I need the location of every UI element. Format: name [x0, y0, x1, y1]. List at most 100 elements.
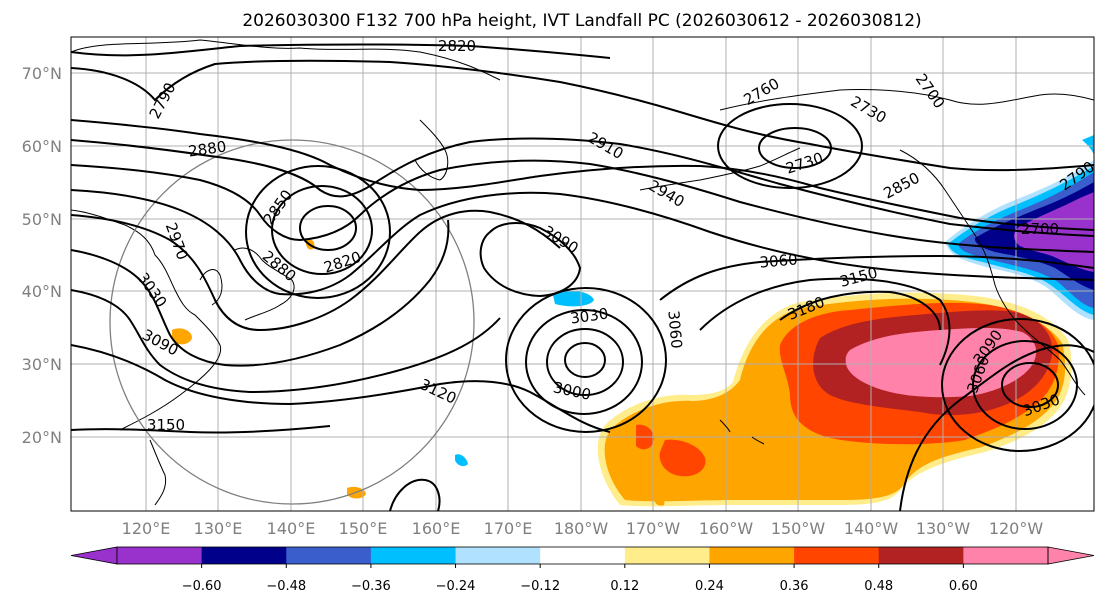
height-contours: [71, 43, 1094, 511]
lat-label: 20°N: [22, 428, 62, 447]
contour-closed-low: [525, 309, 643, 415]
contour-closed-low: [564, 342, 606, 378]
contour-line: [479, 222, 582, 298]
contour-line: [71, 425, 331, 434]
ivt-fill-small-1: [172, 328, 192, 345]
coast-aleutians: [639, 147, 801, 191]
contour-line: [699, 277, 951, 366]
colorbar-segment: [455, 547, 541, 564]
contour-closed-low: [245, 165, 391, 299]
ivt-fill-blue-small-1: [553, 290, 594, 307]
colorbar-tick-label: −0.60: [182, 579, 222, 594]
lon-label: 140°W: [844, 519, 899, 538]
colorbar-tick-label: 0.48: [864, 579, 893, 594]
contour-label: 2820: [438, 37, 476, 55]
coast-north-america: [899, 149, 1086, 396]
chart-title: 2026030300 F132 700 hPa height, IVT Land…: [242, 11, 921, 31]
lon-label: 160°E: [412, 519, 461, 538]
colorbar-tick-label: −0.24: [436, 579, 476, 594]
lon-label: 160°W: [699, 519, 754, 538]
coast-hawaii: [719, 419, 765, 445]
contour-line: [71, 289, 501, 394]
lat-label: 70°N: [22, 64, 62, 83]
contour-closed-low: [505, 287, 667, 433]
coast-kamchatka: [414, 119, 449, 181]
contour-line: [71, 43, 611, 59]
contour-label: 2880: [187, 137, 227, 160]
contour-closed-low: [546, 328, 624, 396]
colorbar-tick-label: −0.12: [520, 579, 560, 594]
lon-label: 170°E: [484, 519, 533, 538]
colorbar-tick-label: 0.60: [949, 579, 978, 594]
contour-line: [71, 59, 1094, 172]
lon-label: 130°W: [916, 519, 971, 538]
colorbar-tick-label: 0.36: [780, 579, 809, 594]
contour-line: [659, 254, 1094, 301]
colorbar-segment: [201, 547, 287, 564]
lat-label: 30°N: [22, 355, 62, 374]
contour-line: [71, 159, 1094, 253]
lon-label: 150°W: [771, 519, 826, 538]
lon-label: 130°E: [194, 519, 243, 538]
contour-line: [899, 344, 1094, 511]
lon-label: 140°E: [267, 519, 316, 538]
coast-philippines: [149, 439, 167, 506]
contour-line: [71, 209, 561, 332]
map-frame: [70, 36, 1095, 512]
colorbar-extend-max: [1047, 546, 1095, 565]
coast-korea: [199, 269, 223, 306]
map-panel: 2820 2790 2880 2850 2880 2820 2970 3030 …: [70, 36, 1095, 512]
lon-label: 150°E: [339, 519, 388, 538]
lon-label: 120°W: [989, 519, 1044, 538]
lat-label: 50°N: [22, 210, 62, 229]
ivt-fill-red-west: [659, 439, 706, 477]
colorbar-segment: [794, 547, 880, 564]
ivt-fill-blue-small-2: [455, 454, 468, 467]
contour-closed-low: [717, 103, 863, 189]
contour-closed-low: [299, 205, 357, 251]
colorbar-segment: [878, 547, 964, 564]
contour-closed-low: [941, 318, 1094, 452]
colorbar-tick-label: −0.48: [266, 579, 306, 594]
colorbar-segment: [624, 547, 710, 564]
contour-line: [71, 189, 1094, 296]
colorbar-segment: [286, 547, 372, 564]
contour-closed-low: [758, 127, 832, 169]
colorbar-segment: [117, 547, 203, 564]
contour-closed-low: [1001, 362, 1059, 408]
coast-asia-east: [71, 209, 222, 431]
contour-closed-low: [972, 340, 1078, 430]
lon-label: 170°W: [626, 519, 681, 538]
longitude-labels: 120°E 130°E 140°E 150°E 160°E 170°E 180°…: [122, 519, 1044, 538]
latitude-labels: 70°N 60°N 50°N 40°N 30°N 20°N: [22, 64, 62, 447]
contour-label: 3030: [569, 304, 609, 327]
colorbar-tick-label: 0.12: [610, 579, 639, 594]
contour-closed-low: [271, 185, 373, 275]
contour-line: [71, 219, 450, 367]
ivt-fill-small-4: [654, 497, 665, 506]
contour-label: 3060: [759, 250, 799, 271]
colorbar-segment: [370, 547, 457, 564]
colorbar-extend-min: [70, 546, 118, 565]
contour-label: 3060: [664, 310, 685, 350]
contour-line: [71, 344, 611, 433]
colorbar-tick-label: 0.24: [695, 579, 724, 594]
contour-line: [389, 478, 441, 511]
lon-label: 120°E: [122, 519, 171, 538]
ivt-fill-blue-small-3: [1082, 135, 1094, 155]
colorbar-segment: [963, 547, 1049, 564]
radius-circle: [109, 139, 475, 505]
coast-alaska: [719, 88, 1094, 111]
colorbar-segment: [540, 547, 626, 564]
colorbar-segment: [709, 547, 795, 564]
colorbar-frame: [116, 546, 1049, 565]
contour-label: 3150: [147, 416, 185, 434]
contour-line: [779, 290, 941, 331]
lon-label: 180°W: [554, 519, 609, 538]
coastlines: [71, 39, 1094, 506]
contour-label: 2700: [1021, 220, 1059, 238]
coast-asia-north: [71, 39, 501, 81]
colorbar-tick-label: −0.36: [351, 579, 391, 594]
contour-line: [71, 137, 1094, 237]
